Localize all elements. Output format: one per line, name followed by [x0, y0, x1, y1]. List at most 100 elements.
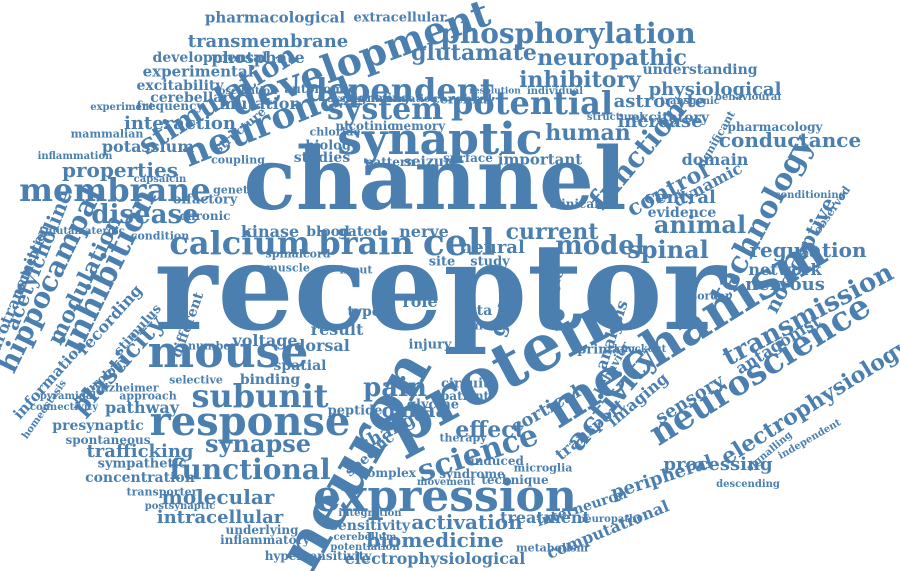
- word-seizure: seizure: [403, 154, 461, 170]
- word-input: input: [339, 263, 373, 277]
- word-pharmacological: pharmacological: [204, 8, 346, 27]
- word-alzheimer: alzheimer: [97, 381, 159, 395]
- word-understanding: understanding: [642, 62, 758, 78]
- word-connectivity: connectivity: [29, 402, 99, 413]
- word-expression: expression: [313, 471, 577, 522]
- word-physiological: physiological: [648, 79, 782, 100]
- word-biomedicine: biomedicine: [366, 528, 504, 552]
- word-electrophysiological: electrophysiological: [344, 549, 526, 568]
- word-subunit: subunit: [191, 377, 329, 415]
- word-study: study: [470, 254, 510, 270]
- word-inflammation: inflammation: [37, 151, 113, 162]
- word-coupling: coupling: [211, 153, 265, 167]
- word-cerebellar: cerebellar: [150, 90, 230, 106]
- word-sympathetic: sympathetic: [97, 456, 187, 472]
- word-hypersensitivity: hypersensitivity: [264, 549, 372, 563]
- word-channel: channel: [243, 129, 627, 230]
- word-site: site: [428, 254, 456, 270]
- word-glycine: glycine: [406, 397, 460, 413]
- word-condition: condition: [130, 229, 190, 243]
- word-pharmacology: pharmacology: [727, 120, 823, 134]
- word-voltage: voltage: [232, 331, 298, 350]
- word-blood: blood: [306, 224, 350, 240]
- word-inflammatory: inflammatory: [220, 533, 310, 547]
- word-interaction: interaction: [123, 113, 237, 134]
- word-spatial: spatial: [273, 358, 327, 374]
- word-chloride: chloride: [309, 125, 361, 139]
- word-data: data: [457, 303, 493, 319]
- word-genetic: genetic: [213, 183, 259, 197]
- word-nervous: nervous: [745, 274, 825, 295]
- word-therapy: therapy: [439, 431, 487, 445]
- word-excitability: excitability: [136, 78, 224, 94]
- word-brain: brain: [318, 224, 414, 262]
- word-increase: increase: [617, 111, 703, 132]
- word-model: model: [555, 231, 645, 261]
- word-role: role: [402, 292, 438, 311]
- word-membrane: membrane: [19, 171, 211, 209]
- word-patient: patient: [440, 389, 490, 403]
- word-extracellular: extracellular: [353, 10, 447, 26]
- word-disease: disease: [91, 200, 199, 230]
- word-concentration: concentration: [85, 470, 195, 486]
- word-important: important: [497, 150, 583, 169]
- word-processing: processing: [663, 454, 773, 475]
- word-selective: selective: [169, 373, 223, 387]
- word-result: result: [310, 320, 364, 339]
- word-spinal: spinal: [627, 235, 709, 264]
- word-kinase: kinase: [240, 222, 300, 241]
- word-biology: biology: [305, 138, 359, 154]
- word-developmental: developmental: [152, 50, 268, 66]
- word-current: current: [505, 219, 599, 245]
- word-circuit: circuit: [440, 376, 490, 392]
- word-integration: integration: [338, 508, 402, 519]
- word-network: network: [748, 260, 822, 279]
- word-calcium: calcium: [169, 224, 311, 262]
- word-sensitivity: sensitivity: [329, 518, 411, 534]
- word-syndrome: syndrome: [439, 467, 505, 481]
- word-gated: gated: [337, 224, 383, 240]
- word-movement: movement: [416, 477, 476, 488]
- word-dependent: dependent: [305, 71, 495, 109]
- word-cell: cell: [422, 222, 496, 264]
- word-functional: functional: [169, 453, 331, 486]
- word-structural: structural: [586, 112, 644, 123]
- word-clinical: clinical: [549, 197, 599, 211]
- word-intracellular: intracellular: [156, 507, 284, 528]
- word-technique: technique: [481, 473, 549, 487]
- word-experimental: experimental: [142, 62, 254, 81]
- word-potential: potential: [451, 84, 613, 122]
- word-muscle: muscle: [266, 261, 310, 275]
- word-pain: pain: [363, 373, 427, 403]
- word-pyramidal: pyramidal: [39, 391, 97, 402]
- word-transmembrane: transmembrane: [187, 31, 349, 52]
- word-autonomic: autonomic: [284, 82, 356, 96]
- word-memory: memory: [390, 119, 446, 133]
- word-approach: approach: [119, 389, 177, 403]
- word-central: central: [644, 187, 716, 208]
- word-postsynaptic: postsynaptic: [144, 501, 216, 512]
- word-binding: binding: [239, 372, 301, 388]
- word-mouse: mouse: [147, 327, 309, 378]
- word-mutation: mutation: [218, 94, 302, 113]
- word-behavioural: behavioural: [714, 92, 782, 103]
- word-resolution: resolution: [469, 86, 521, 97]
- word-spinalcord: spinalcord: [265, 247, 331, 261]
- word-transgenic: transgenic: [660, 96, 720, 107]
- word-olfactory: olfactory: [172, 192, 238, 208]
- word-receptor: receptor: [154, 217, 726, 358]
- word-potentiation: potentiation: [330, 542, 400, 553]
- word-excitatory: excitatory: [631, 110, 709, 126]
- word-inhibitory: inhibitory: [519, 67, 641, 93]
- word-frequency: frequency: [136, 99, 204, 113]
- word-cerebellum: cerebellum: [333, 532, 397, 543]
- word-neural: neural: [459, 237, 525, 258]
- word-experiment: experiment: [90, 102, 154, 113]
- word-glutamate: glutamate: [411, 40, 537, 66]
- word-molecular: molecular: [161, 485, 275, 509]
- word-dysfunction: dysfunction: [327, 94, 393, 105]
- word-complex: complex: [360, 466, 416, 480]
- word-formation: formation: [382, 94, 438, 105]
- word-evidence: evidence: [647, 205, 717, 221]
- word-synapse: synapse: [204, 429, 312, 458]
